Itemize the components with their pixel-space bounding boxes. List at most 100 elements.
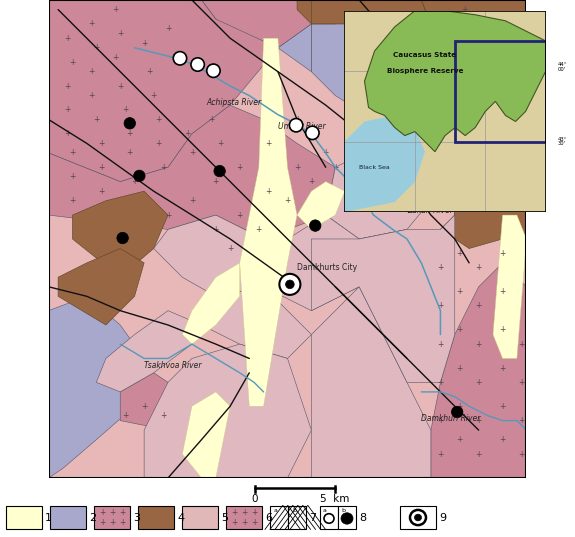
Text: +: + — [476, 449, 482, 459]
Polygon shape — [278, 24, 312, 71]
Polygon shape — [263, 215, 407, 310]
Text: a: a — [323, 509, 327, 513]
Circle shape — [289, 119, 303, 132]
Polygon shape — [48, 105, 335, 239]
Polygon shape — [312, 0, 431, 57]
Text: +: + — [457, 287, 463, 296]
Polygon shape — [48, 296, 144, 478]
Text: +: + — [98, 163, 104, 172]
Text: +: + — [437, 416, 444, 425]
Text: +: + — [499, 53, 506, 62]
Polygon shape — [144, 344, 312, 478]
Text: +: + — [126, 148, 133, 157]
Text: 3: 3 — [133, 512, 140, 523]
Text: 6: 6 — [265, 512, 272, 523]
Text: 4: 4 — [177, 512, 184, 523]
Text: +: + — [251, 508, 257, 517]
Circle shape — [279, 274, 300, 295]
Text: +: + — [69, 57, 76, 67]
Text: +: + — [284, 196, 291, 205]
Text: +: + — [437, 449, 444, 459]
Text: 7: 7 — [309, 512, 316, 523]
Text: +: + — [499, 249, 506, 258]
Text: 5: 5 — [221, 512, 228, 523]
Text: +: + — [499, 287, 506, 296]
Text: +: + — [476, 115, 482, 124]
Polygon shape — [325, 143, 431, 239]
Text: +: + — [131, 177, 138, 186]
Text: +: + — [155, 139, 162, 148]
Text: +: + — [457, 325, 463, 334]
Polygon shape — [182, 392, 230, 478]
Polygon shape — [72, 191, 168, 277]
Polygon shape — [48, 0, 182, 201]
Polygon shape — [48, 0, 278, 182]
Text: +: + — [213, 225, 219, 234]
Bar — [182, 506, 218, 529]
Text: +: + — [89, 91, 95, 100]
Text: +: + — [308, 177, 315, 186]
Text: +: + — [122, 105, 128, 114]
Text: +: + — [99, 518, 105, 527]
Text: +: + — [476, 378, 482, 387]
Text: 43°
30': 43° 30' — [558, 137, 567, 147]
Circle shape — [173, 52, 187, 65]
Text: +: + — [499, 402, 506, 411]
Text: 0: 0 — [252, 494, 258, 504]
Text: +: + — [513, 67, 520, 76]
Polygon shape — [297, 0, 335, 24]
Text: +: + — [89, 19, 95, 28]
Circle shape — [133, 170, 145, 182]
Text: +: + — [323, 148, 329, 157]
Text: 1: 1 — [45, 512, 52, 523]
Text: +: + — [69, 196, 76, 205]
Text: +: + — [213, 177, 219, 186]
Text: +: + — [265, 139, 271, 148]
Text: +: + — [294, 115, 300, 124]
Polygon shape — [365, 11, 546, 151]
Polygon shape — [97, 310, 201, 392]
Text: +: + — [189, 148, 195, 157]
Text: +: + — [126, 129, 133, 139]
Text: +: + — [476, 339, 482, 349]
Text: +: + — [122, 411, 128, 420]
Text: +: + — [109, 508, 115, 517]
Text: +: + — [256, 225, 262, 234]
Text: +: + — [151, 91, 157, 100]
Text: +: + — [437, 19, 444, 28]
Text: +: + — [428, 43, 434, 52]
Bar — [270, 506, 288, 529]
Polygon shape — [455, 105, 527, 191]
Polygon shape — [154, 215, 263, 296]
Text: +: + — [98, 139, 104, 148]
Polygon shape — [407, 0, 527, 105]
Polygon shape — [431, 263, 527, 478]
Text: +: + — [217, 139, 224, 148]
Circle shape — [324, 514, 334, 523]
Polygon shape — [440, 191, 527, 249]
Text: +: + — [145, 67, 152, 76]
Text: +: + — [93, 43, 99, 52]
Text: Zakan River: Zakan River — [407, 206, 453, 215]
Text: +: + — [112, 53, 118, 62]
Text: +: + — [241, 518, 247, 527]
Polygon shape — [48, 0, 312, 215]
Text: +: + — [519, 449, 525, 459]
Text: +: + — [476, 263, 482, 272]
Text: +: + — [461, 5, 467, 14]
Text: +: + — [437, 378, 444, 387]
Polygon shape — [431, 71, 527, 239]
Text: b: b — [292, 509, 296, 513]
Text: +: + — [499, 325, 506, 334]
Text: +: + — [189, 196, 195, 205]
Text: +: + — [519, 378, 525, 387]
Text: 2: 2 — [89, 512, 96, 523]
Polygon shape — [312, 215, 455, 382]
Circle shape — [341, 513, 353, 524]
Polygon shape — [48, 0, 182, 201]
Circle shape — [214, 165, 225, 177]
Text: +: + — [494, 129, 501, 139]
Text: Umpyr River: Umpyr River — [278, 122, 325, 131]
Polygon shape — [120, 373, 182, 430]
Text: 44°00': 44°00' — [402, 0, 420, 1]
